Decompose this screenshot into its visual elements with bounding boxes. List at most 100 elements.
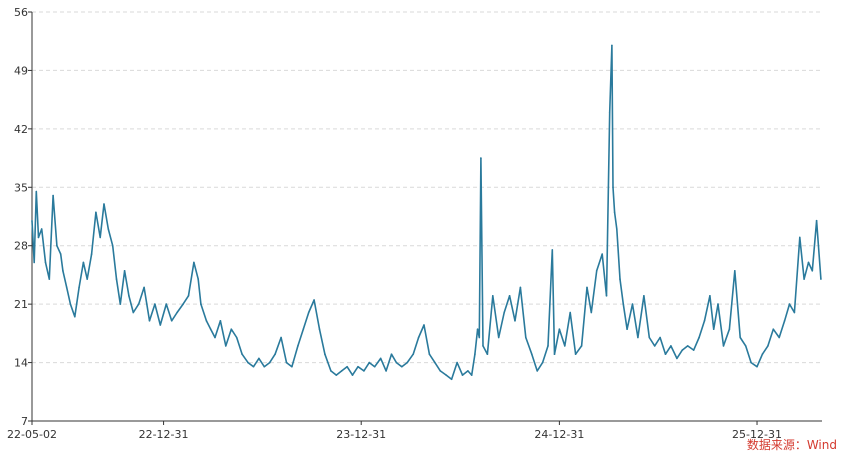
data-point bbox=[385, 370, 387, 372]
data-point bbox=[56, 244, 58, 247]
x-tick-label: 25-12-31 bbox=[732, 428, 782, 441]
data-point bbox=[31, 219, 33, 222]
data-point bbox=[767, 345, 769, 347]
data-point bbox=[553, 353, 556, 356]
data-point bbox=[346, 365, 348, 368]
data-point bbox=[586, 286, 588, 289]
data-point bbox=[200, 303, 202, 305]
data-point bbox=[406, 361, 409, 364]
data-point bbox=[307, 311, 310, 314]
data-point bbox=[297, 345, 299, 347]
data-point bbox=[692, 349, 695, 351]
data-point bbox=[613, 211, 616, 214]
data-point bbox=[612, 186, 614, 189]
data-point bbox=[62, 270, 64, 272]
data-point bbox=[712, 328, 715, 331]
data-point bbox=[514, 320, 516, 322]
data-point bbox=[525, 336, 527, 339]
data-point bbox=[197, 278, 199, 280]
data-point bbox=[148, 320, 151, 322]
data-point bbox=[637, 336, 639, 339]
data-point bbox=[132, 311, 135, 314]
data-point bbox=[247, 361, 249, 364]
data-point bbox=[788, 303, 791, 305]
data-point bbox=[417, 336, 420, 339]
data-point bbox=[744, 345, 747, 347]
data-point bbox=[214, 336, 216, 339]
y-tick-label: 42 bbox=[14, 123, 28, 136]
data-point bbox=[803, 278, 805, 280]
data-point bbox=[258, 357, 260, 360]
data-point bbox=[541, 361, 544, 364]
data-point bbox=[123, 270, 126, 272]
y-tick-label: 28 bbox=[14, 240, 28, 253]
data-point bbox=[90, 253, 93, 255]
data-point bbox=[456, 361, 458, 364]
data-point bbox=[482, 345, 484, 347]
data-point bbox=[622, 303, 625, 305]
data-point bbox=[722, 345, 725, 347]
data-point bbox=[193, 261, 195, 264]
y-tick-label: 56 bbox=[14, 6, 28, 19]
data-point bbox=[351, 374, 354, 376]
data-point bbox=[280, 336, 282, 339]
data-point bbox=[750, 361, 752, 364]
data-point bbox=[373, 365, 376, 368]
data-point bbox=[159, 324, 162, 326]
data-point bbox=[390, 353, 393, 356]
data-point bbox=[531, 353, 533, 356]
data-point bbox=[547, 345, 549, 347]
data-point bbox=[103, 203, 105, 205]
data-point bbox=[659, 336, 661, 339]
data-point bbox=[558, 328, 561, 331]
x-tick-label: 22-12-31 bbox=[139, 428, 189, 441]
data-point bbox=[225, 345, 227, 347]
data-point bbox=[686, 345, 689, 347]
data-point bbox=[263, 365, 266, 368]
data-point bbox=[508, 295, 511, 297]
data-point bbox=[648, 336, 651, 339]
data-point bbox=[65, 286, 68, 289]
data-point bbox=[601, 253, 603, 255]
data-point bbox=[182, 303, 184, 305]
data-point bbox=[107, 228, 110, 230]
data-point bbox=[681, 349, 684, 351]
data-point bbox=[165, 303, 168, 305]
data-point bbox=[219, 320, 222, 322]
data-point bbox=[176, 311, 178, 314]
data-point bbox=[519, 286, 522, 289]
data-point bbox=[631, 303, 634, 305]
data-point bbox=[395, 361, 398, 364]
data-point bbox=[428, 353, 431, 356]
data-point bbox=[793, 311, 796, 314]
data-point bbox=[285, 361, 288, 364]
data-point bbox=[137, 303, 140, 305]
data-point bbox=[368, 361, 371, 364]
data-point bbox=[605, 295, 608, 297]
data-point bbox=[230, 328, 233, 331]
data-point bbox=[69, 303, 72, 305]
y-tick-label: 49 bbox=[14, 64, 28, 77]
data-point bbox=[670, 345, 672, 347]
data-point bbox=[461, 374, 464, 376]
data-point bbox=[44, 261, 47, 264]
data-point bbox=[235, 336, 238, 339]
data-point bbox=[37, 236, 40, 239]
data-point bbox=[291, 365, 293, 368]
data-point bbox=[379, 357, 382, 360]
data-point bbox=[653, 345, 656, 347]
data-point bbox=[497, 336, 500, 339]
data-point bbox=[756, 365, 758, 368]
data-point bbox=[480, 157, 482, 159]
data-point bbox=[643, 295, 645, 297]
data-point bbox=[40, 228, 43, 230]
data-point bbox=[569, 311, 571, 314]
data-point bbox=[478, 336, 481, 339]
data-point bbox=[590, 311, 593, 314]
data-point bbox=[187, 295, 190, 297]
data-point bbox=[401, 365, 403, 368]
data-point bbox=[128, 295, 130, 297]
data-point bbox=[78, 286, 80, 289]
x-tick-label: 22-05-02 bbox=[7, 428, 57, 441]
data-point bbox=[703, 320, 706, 322]
